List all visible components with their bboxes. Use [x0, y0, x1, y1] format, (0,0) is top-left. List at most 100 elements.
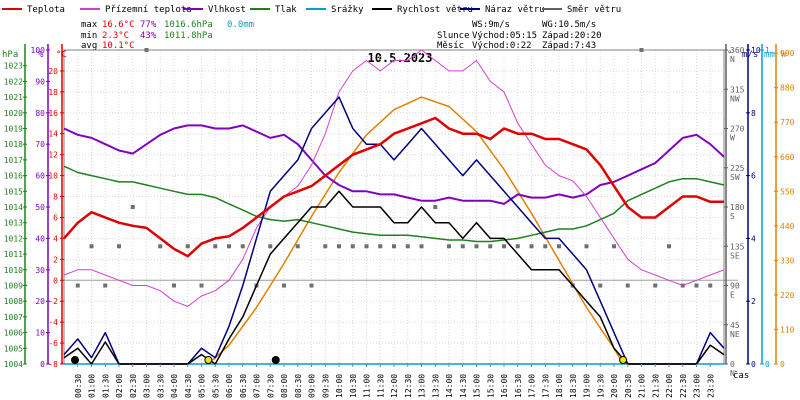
- stat-max-rain: 0.0mm: [227, 20, 254, 30]
- x-tick-label: 10:30: [349, 374, 358, 398]
- sun-set: Západ:20:20: [542, 31, 602, 41]
- x-tick-label: 17:30: [541, 374, 550, 398]
- sun-rise: Východ:05:15: [472, 31, 537, 41]
- x-tick-label: 11:00: [363, 374, 372, 398]
- x-tick-label: 13:00: [418, 374, 427, 398]
- solar-unit: W: [781, 50, 787, 60]
- wind-direction-point: [117, 244, 121, 249]
- x-tick-label: 19:00: [583, 374, 592, 398]
- direction-axis-tick-label: 0: [730, 360, 735, 369]
- humidity-axis-tick-label: 40: [35, 234, 45, 243]
- temperature-axis-tick-label: 10: [48, 172, 58, 181]
- legend-label: Náraz větru: [485, 5, 545, 15]
- humidity-axis-tick-label: 20: [35, 297, 45, 306]
- wind-unit: m/s: [742, 50, 758, 60]
- sunset-marker: [619, 356, 628, 364]
- stat-min-hum: 43%: [140, 31, 157, 41]
- wind-direction-point: [667, 244, 671, 249]
- wind-direction-point: [612, 244, 616, 249]
- wind-direction-point: [75, 283, 80, 288]
- hpa-axis-tick-label: 1014: [4, 203, 23, 212]
- wind-direction-point: [529, 244, 534, 249]
- hpa-axis-tick-label: 1023: [4, 62, 23, 71]
- wind-direction-point: [502, 244, 506, 249]
- solar-axis-tick-label: 880: [780, 84, 795, 93]
- x-tick-label: 16:00: [500, 374, 509, 398]
- x-tick-label: 09:30: [321, 374, 330, 398]
- direction-axis-dir-label: SE: [730, 251, 740, 260]
- x-tick-label: 04:00: [170, 374, 179, 398]
- wind-direction-point: [378, 244, 383, 249]
- hpa-unit: hPa: [2, 50, 18, 60]
- stats-block: max 16.6°C 77% 1016.6hPa 0.0mm min 2.3°C 43% 101…: [81, 20, 602, 51]
- wind-direction-point: [213, 244, 218, 249]
- temperature-unit: °C: [56, 50, 67, 60]
- hpa-axis-tick-label: 1012: [4, 234, 23, 243]
- x-tick-label: 12:00: [390, 374, 399, 398]
- temperature-axis-tick-label: 18: [48, 88, 58, 97]
- x-tick-label: 10:00: [335, 374, 344, 398]
- humidity-axis-tick-label: 30: [35, 266, 45, 275]
- wind-direction-point: [185, 244, 190, 249]
- wind-direction-point: [282, 283, 286, 288]
- rain-unit: mm: [764, 50, 775, 60]
- moonrise-marker: [71, 356, 79, 364]
- direction-axis-tick-label: 225: [730, 164, 745, 173]
- temperature-axis-tick-label: 12: [48, 151, 58, 160]
- direction-axis-tick-label: 45: [730, 321, 740, 330]
- hpa-axis-tick-label: 1019: [4, 125, 23, 134]
- humidity-axis-tick-label: 70: [35, 140, 45, 149]
- x-tick-label: 14:30: [459, 374, 468, 398]
- x-tick-label: 23:00: [693, 374, 702, 398]
- wind-direction-point: [447, 244, 451, 249]
- direction-axis-tick-label: 90: [730, 282, 740, 291]
- sun-label: Slunce: [437, 31, 470, 41]
- x-tick-label: 22:00: [665, 374, 674, 398]
- wind-direction-point: [405, 244, 410, 249]
- hpa-axis-tick-label: 1017: [4, 156, 23, 165]
- wind-direction-point: [515, 244, 520, 249]
- solar-axis-tick-label: 990: [780, 49, 795, 58]
- wind-direction-point: [474, 244, 479, 249]
- wind-direction-point: [268, 244, 273, 249]
- solar-axis-tick-label: 440: [780, 222, 795, 231]
- direction-axis-dir-label: W: [730, 134, 735, 143]
- solar-axis-tick-label: 0: [780, 360, 785, 369]
- moon-set: Západ:7:43: [542, 41, 596, 51]
- solar-axis-tick-label: 770: [780, 118, 795, 127]
- humidity-axis-tick-label: 50: [35, 203, 45, 212]
- humidity-axis-tick-label: 80: [35, 109, 45, 118]
- hpa-axis-tick-label: 1018: [4, 140, 23, 149]
- direction-axis-dir-label: S: [730, 212, 735, 221]
- wind-direction-point: [130, 205, 135, 209]
- hpa-axis-tick-label: 1015: [4, 187, 23, 196]
- wind-axis-tick-label: 4: [751, 234, 756, 243]
- temperature-axis-tick-label: -8: [48, 360, 58, 369]
- legend: Teplota Přízemní teplota Vlhkost Tlak Srážky…: [2, 5, 621, 15]
- x-tick-label: 22:30: [679, 374, 688, 398]
- wind-direction-point: [433, 205, 438, 209]
- stat-wg: WG:10.5m/s: [542, 20, 596, 30]
- x-tick-label: 20:00: [610, 374, 619, 398]
- humidity-axis-tick-label: 10: [35, 329, 45, 338]
- x-tick-label: 08:30: [294, 374, 303, 398]
- temperature-axis-tick-label: -2: [48, 297, 58, 306]
- direction-axis-tick-label: 180: [730, 203, 745, 212]
- wind-direction-point: [295, 244, 300, 249]
- wind-direction-point: [543, 244, 548, 249]
- wind-direction-point: [639, 48, 644, 52]
- hpa-axis-tick-label: 1009: [4, 282, 23, 291]
- hpa-axis-tick-label: 1008: [4, 297, 23, 306]
- stat-min-press: 1011.8hPa: [164, 31, 213, 41]
- temperature-axis-tick-label: 14: [48, 130, 58, 139]
- wind-axis-tick-label: 6: [751, 172, 756, 181]
- x-tick-label: 15:30: [486, 374, 495, 398]
- x-tick-label: 17:00: [528, 374, 537, 398]
- wind-direction-point: [708, 283, 713, 288]
- x-tick-label: 01:00: [88, 374, 97, 398]
- rain-axis-tick-label: 1: [765, 46, 770, 55]
- humidity-axis-tick-label: 0: [40, 360, 45, 369]
- hpa-axis-tick-label: 1021: [4, 93, 23, 102]
- wind-direction-point: [240, 244, 245, 249]
- wind-direction-point: [557, 244, 561, 249]
